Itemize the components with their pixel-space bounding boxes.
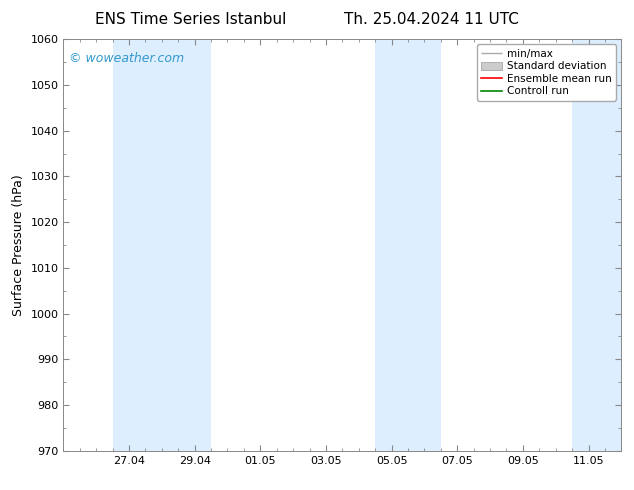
Text: © woweather.com: © woweather.com <box>69 51 184 65</box>
Bar <box>375 39 441 451</box>
Text: Th. 25.04.2024 11 UTC: Th. 25.04.2024 11 UTC <box>344 12 519 27</box>
Legend: min/max, Standard deviation, Ensemble mean run, Controll run: min/max, Standard deviation, Ensemble me… <box>477 45 616 100</box>
Bar <box>572 39 621 451</box>
Text: ENS Time Series Istanbul: ENS Time Series Istanbul <box>94 12 286 27</box>
Bar <box>113 39 211 451</box>
Y-axis label: Surface Pressure (hPa): Surface Pressure (hPa) <box>12 174 25 316</box>
